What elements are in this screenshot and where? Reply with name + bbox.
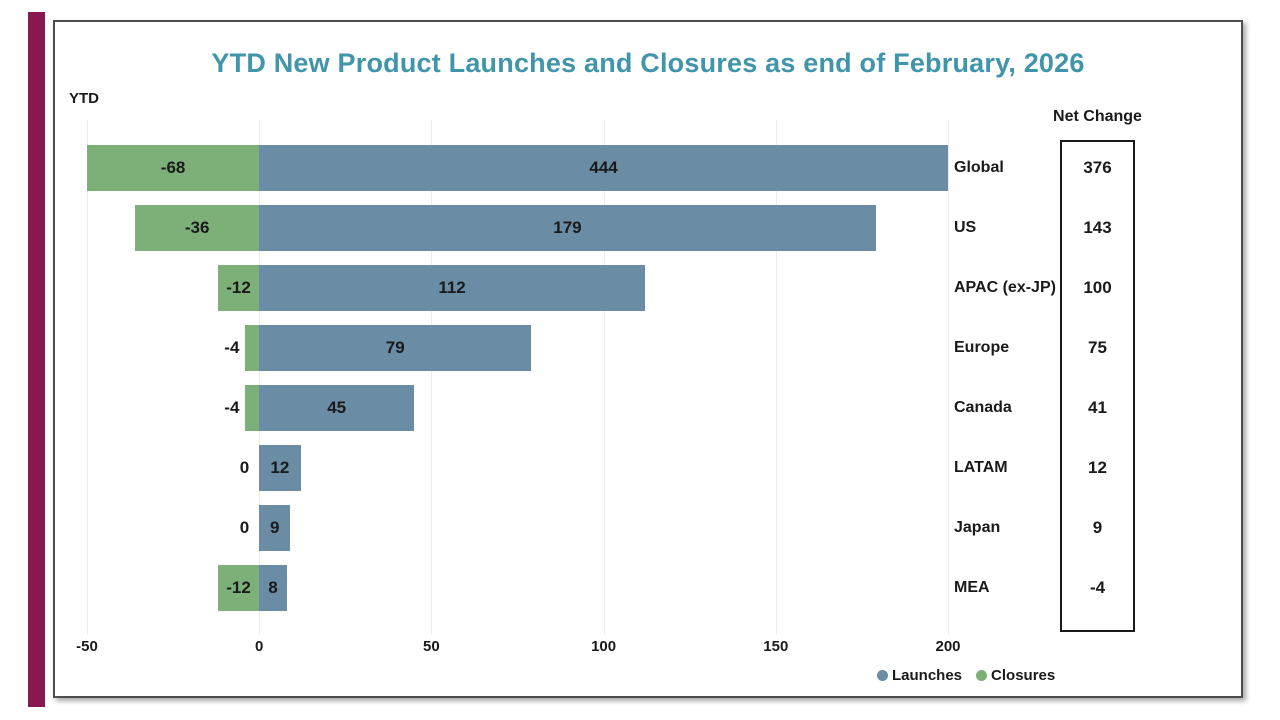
net-change-value: 75 xyxy=(1088,338,1107,357)
launches-value-label: 8 xyxy=(268,578,278,597)
category-label: Japan xyxy=(954,519,1001,536)
closures-value-label: -68 xyxy=(160,158,186,177)
closures-bar xyxy=(245,385,260,431)
net-change-value: 100 xyxy=(1083,278,1112,297)
net-change-value: 12 xyxy=(1088,458,1107,477)
category-label: Europe xyxy=(954,339,1010,356)
chart-layer: YTD New Product Launches and Closures as… xyxy=(55,22,1241,696)
legend-label: Closures xyxy=(991,667,1056,684)
launches-bar: 12 xyxy=(259,445,301,491)
net-change-value: 143 xyxy=(1083,218,1112,237)
launches-bar: 112 xyxy=(259,265,645,311)
category-label: MEA xyxy=(954,579,990,596)
closures-value-label: -4 xyxy=(224,338,240,357)
closures-bar: -68 xyxy=(87,145,260,191)
net-change-header: Net Change xyxy=(1053,108,1142,125)
category-label: APAC (ex-JP) xyxy=(954,279,1056,296)
gridline-x-50 xyxy=(431,120,433,634)
gridline-x-0 xyxy=(259,120,261,634)
closures-value-label: -12 xyxy=(226,578,251,597)
x-tick-label: 200 xyxy=(935,638,961,655)
launches-value-label: 179 xyxy=(553,218,582,237)
legend-item-launches: Launches xyxy=(877,667,962,684)
legend-dot-icon xyxy=(877,670,888,681)
net-change-box xyxy=(1060,140,1135,632)
closures-value-label: -4 xyxy=(224,398,240,417)
closures-value-label: -36 xyxy=(184,218,210,237)
category-label: Global xyxy=(954,159,1004,176)
category-label: US xyxy=(954,219,977,236)
closures-value-label: -12 xyxy=(226,278,251,297)
net-change-value: -4 xyxy=(1089,578,1106,597)
launches-bar: 179 xyxy=(259,205,876,251)
launches-bar: 444 xyxy=(259,145,948,191)
x-tick-label: 100 xyxy=(591,638,617,655)
legend-label: Launches xyxy=(892,667,963,684)
legend-dot-icon xyxy=(976,670,988,681)
closures-bar: -12 xyxy=(217,265,260,311)
chart-title: YTD New Product Launches and Closures as… xyxy=(211,48,1085,78)
net-change-value: 41 xyxy=(1088,398,1107,417)
closures-bar: -12 xyxy=(217,565,260,611)
closures-bar xyxy=(245,325,260,371)
category-label: Canada xyxy=(954,399,1012,416)
launches-bar: 45 xyxy=(259,385,415,431)
launches-bar: 79 xyxy=(259,325,532,371)
x-tick-label: 50 xyxy=(423,638,440,655)
closures-value-label: 0 xyxy=(239,518,250,537)
launches-value-label: 9 xyxy=(269,518,280,537)
launches-value-label: 112 xyxy=(438,278,466,297)
gridline-x--50 xyxy=(87,120,88,634)
launches-bar: 9 xyxy=(259,505,291,551)
net-change-value: 9 xyxy=(1092,518,1103,537)
launches-value-label: 79 xyxy=(385,338,405,357)
gridline-x-100 xyxy=(603,120,605,634)
x-tick-label: 150 xyxy=(763,638,789,655)
closures-value-label: 0 xyxy=(239,458,250,477)
x-tick-label: 0 xyxy=(255,638,264,655)
launches-value-label: 12 xyxy=(270,458,290,477)
legend-item-closures: Closures xyxy=(976,667,1055,684)
net-change-value: 376 xyxy=(1083,158,1112,177)
chart-legend: Launches Closures xyxy=(877,667,1055,684)
accent-strip xyxy=(28,12,45,707)
category-label: LATAM xyxy=(954,459,1008,476)
closures-bar: -36 xyxy=(135,205,260,251)
gridline-x-200 xyxy=(948,120,949,634)
launches-value-label: 444 xyxy=(589,158,618,177)
launches-bar: 8 xyxy=(259,565,287,611)
launches-value-label: 45 xyxy=(327,398,347,417)
ytd-axis-label: YTD xyxy=(69,90,99,107)
chart-card: YTD New Product Launches and Closures as… xyxy=(53,20,1243,698)
x-tick-label: -50 xyxy=(76,638,98,655)
gridline-x-150 xyxy=(775,120,777,634)
